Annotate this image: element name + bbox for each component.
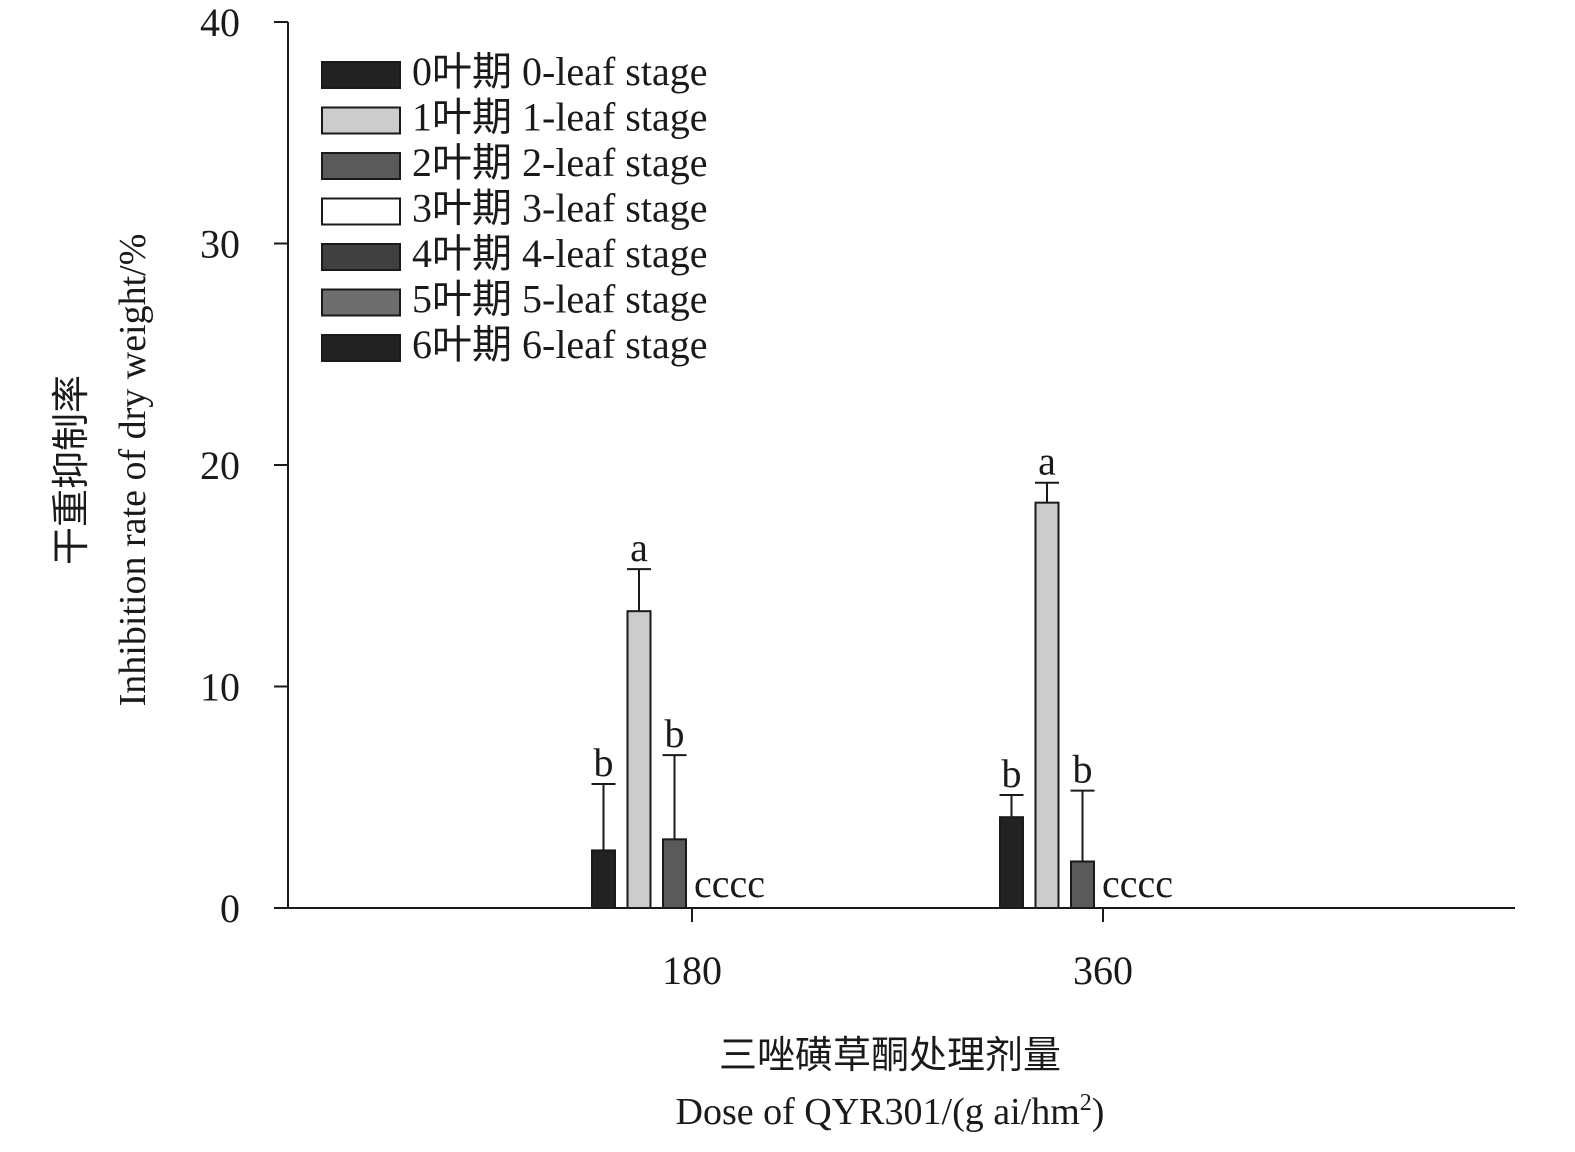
legend-label: 3叶期 3-leaf stage: [412, 186, 707, 231]
x-axis-title-en-tail: ): [1092, 1091, 1105, 1133]
significance-label: b: [1073, 747, 1093, 792]
significance-label-zero: cccc: [694, 861, 765, 906]
bar: [1070, 860, 1095, 909]
legend-swatch: [321, 106, 401, 135]
legend-swatch: [321, 197, 401, 226]
legend-label: 6叶期 6-leaf stage: [412, 322, 707, 367]
x-axis-title-en-main: Dose of QYR301/(g ai/hm: [676, 1091, 1080, 1133]
x-tick-label: 180: [662, 948, 722, 993]
bar: [662, 838, 687, 910]
legend-label: 2叶期 2-leaf stage: [412, 140, 707, 185]
legend-swatch: [321, 243, 401, 271]
legend-swatch: [321, 61, 401, 89]
significance-label: b: [665, 711, 685, 756]
bar: [591, 849, 616, 909]
legend-swatch: [321, 288, 401, 317]
legend-swatch: [321, 152, 401, 180]
x-ticks: 180 360: [662, 908, 1133, 993]
significance-label: b: [594, 740, 614, 785]
y-tick-label: 40: [200, 0, 240, 45]
significance-label: a: [1038, 439, 1056, 484]
significance-label-zero: cccc: [1102, 861, 1173, 906]
y-tick-label: 30: [200, 222, 240, 267]
bar: [999, 816, 1024, 909]
x-tick-label: 360: [1073, 948, 1133, 993]
x-axis-title-en: Dose of QYR301/(g ai/hm2): [676, 1090, 1105, 1133]
y-axis-title-cn: 干重抑制率: [51, 375, 93, 565]
y-tick-label: 20: [200, 443, 240, 488]
x-axis-title-en-sup: 2: [1080, 1090, 1092, 1116]
legend-swatch: [321, 334, 401, 362]
significance-label: a: [630, 525, 648, 570]
bar: [626, 610, 652, 909]
y-ticks: 0 10 20 30 40: [200, 0, 288, 931]
bar: [1034, 501, 1060, 909]
legend-label: 0叶期 0-leaf stage: [412, 49, 707, 94]
y-axis-title-en: Inhibition rate of dry weight/%: [112, 234, 154, 707]
legend-label: 4叶期 4-leaf stage: [412, 231, 707, 276]
y-tick-label: 0: [220, 886, 240, 931]
legend-label: 1叶期 1-leaf stage: [412, 95, 707, 140]
x-axis-title-cn: 三唑磺草酮处理剂量: [719, 1035, 1061, 1077]
significance-label: b: [1002, 751, 1022, 796]
bars: b a b cccc b a b cccc: [591, 439, 1173, 910]
y-tick-label: 10: [200, 665, 240, 710]
legend-label: 5叶期 5-leaf stage: [412, 277, 707, 322]
